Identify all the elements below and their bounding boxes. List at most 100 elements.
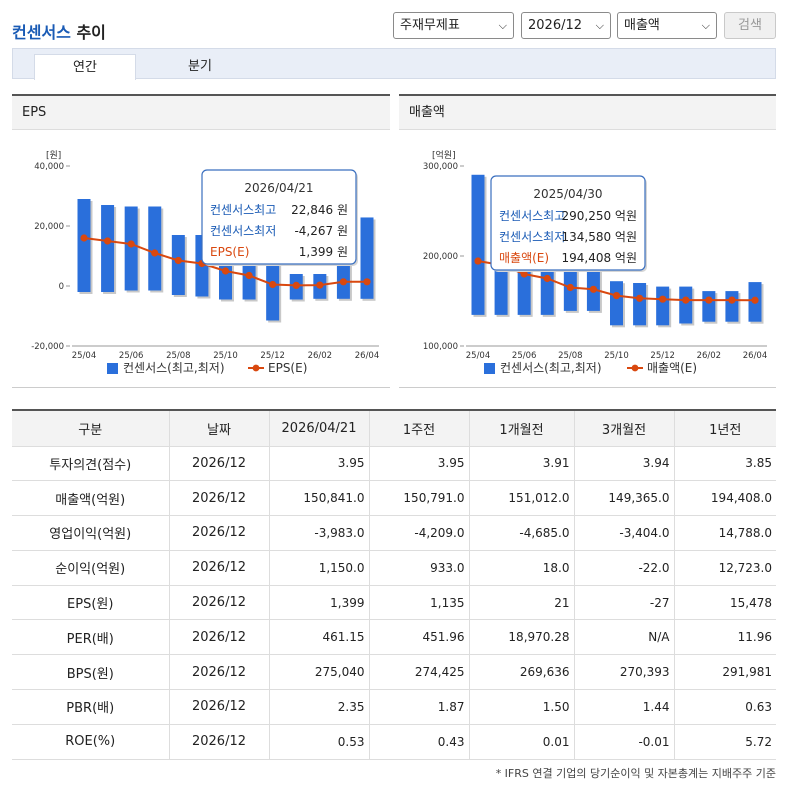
- consensus-range-bar: [702, 291, 716, 322]
- y-axis-unit: [억원]: [432, 149, 456, 161]
- consensus-table: 구분 날짜 2026/04/21 1주전 1개월전 3개월전 1년전 투자의견(점수) 202…: [12, 409, 776, 760]
- consensus-range-bar: [610, 281, 623, 326]
- table-row: 투자의견(점수) 2026/12 3.95 3.95 3.91 3.94 3.85: [12, 445, 776, 482]
- table-cell: 270,393: [573, 654, 675, 691]
- table-body: 투자의견(점수) 2026/12 3.95 3.95 3.91 3.94 3.85 매출액(억…: [12, 445, 776, 760]
- row-label: 투자의견(점수): [12, 445, 170, 482]
- chevron-down-icon: ⌵: [701, 19, 710, 32]
- sales-chart-panel: 매출액 [억원] 300,000 200,000 100,000 25/04 25/06 2…: [399, 94, 776, 388]
- consensus-range-bar: [679, 286, 693, 324]
- estimate-point: [103, 237, 112, 245]
- row-date: 2026/12: [168, 549, 270, 586]
- table-cell: 1,150.0: [268, 549, 370, 586]
- table-cell: 3.85: [673, 445, 776, 482]
- tab-quarterly[interactable]: 분기: [188, 59, 212, 74]
- table-cell: 291,981: [673, 654, 776, 691]
- table-cell: 150,841.0: [268, 480, 370, 517]
- table-cell: 11.96: [673, 619, 776, 656]
- sales-chart: [억원]300,000 200,000 100,000 25/04 25/06 25/08…: [423, 149, 767, 375]
- table-cell: 1,399: [268, 584, 370, 621]
- eps-chart: [원]40,000 20,000 0 -20,000 25/04 25/06 25/08 25…: [31, 150, 380, 375]
- tooltip-value: 194,408 억원: [561, 251, 637, 265]
- table-cell: 5.72: [673, 723, 776, 760]
- tooltip-label: 매출액(E): [499, 251, 549, 265]
- row-date: 2026/12: [168, 480, 270, 517]
- x-tick-label: 26/04: [355, 351, 380, 361]
- table-cell: -27: [573, 584, 675, 621]
- y-tick-label: 100,000: [423, 342, 458, 352]
- consensus-range-bar: [124, 206, 138, 291]
- consensus-range-bar: [266, 259, 280, 321]
- chevron-down-icon: ⌵: [498, 19, 507, 32]
- consensus-range-bar: [171, 235, 185, 295]
- table-cell: 15,478: [673, 584, 776, 621]
- table-cell: 149,365.0: [573, 480, 675, 517]
- table-cell: 14,788.0: [673, 515, 776, 551]
- estimate-point: [682, 296, 690, 304]
- estimate-point: [474, 257, 482, 265]
- legend-item: 컨센서스(최고,최저): [500, 361, 602, 375]
- table-cell: -0.01: [573, 723, 675, 760]
- table-row: PER(배) 2026/12 461.15 451.96 18,970.28 N/A 11.…: [12, 619, 776, 656]
- y-tick-label: 300,000: [423, 162, 458, 172]
- sales-panel-title: 매출액: [399, 96, 776, 130]
- tooltip-label: 컨센서스최저: [499, 230, 565, 244]
- estimate-point: [751, 296, 759, 304]
- table-cell: 933.0: [368, 549, 470, 586]
- table-cell: -4,209.0: [368, 515, 470, 551]
- estimate-point: [316, 281, 324, 289]
- tooltip-value: 290,250 억원: [561, 209, 637, 223]
- item-select[interactable]: 매출액 ⌵: [617, 12, 717, 39]
- legend-point-swatch: [631, 364, 639, 372]
- row-label: PER(배): [12, 619, 170, 656]
- table-cell: 275,040: [268, 654, 370, 691]
- table-cell: 3.95: [268, 445, 370, 482]
- tooltip-value: 22,846 원: [291, 203, 348, 217]
- estimate-point: [127, 240, 135, 248]
- legend-bar-swatch: [484, 363, 495, 374]
- tooltip-date: 2026/04/21: [244, 181, 313, 195]
- estimate-point: [80, 234, 88, 242]
- row-label: 영업이익(억원): [12, 515, 170, 551]
- x-tick-label: 25/04: [466, 351, 491, 361]
- x-tick-label: 25/06: [119, 351, 144, 361]
- tooltip-label: 컨센서스최고: [499, 209, 565, 223]
- y-tick-label: 200,000: [423, 252, 458, 262]
- row-date: 2026/12: [168, 723, 270, 760]
- estimate-point: [705, 296, 713, 304]
- table-cell: 18,970.28: [468, 619, 575, 656]
- column-header: 1년전: [673, 409, 776, 447]
- estimate-point: [151, 249, 159, 257]
- y-tick-label: 0: [59, 282, 64, 292]
- row-label: 순이익(억원): [12, 549, 170, 586]
- row-date: 2026/12: [168, 654, 270, 691]
- tab-annual[interactable]: 연간: [34, 54, 136, 80]
- eps-panel-title: EPS: [12, 96, 390, 130]
- column-header: 1주전: [368, 409, 470, 447]
- table-cell: 3.95: [368, 445, 470, 482]
- eps-chart-panel: EPS [원] 40,000 20,000 0 -20,000 25/04 25/06 25/…: [12, 94, 390, 388]
- table-header-row: 구분 날짜 2026/04/21 1주전 1개월전 3개월전 1년전: [12, 409, 776, 447]
- tooltip-label: 컨센서스최저: [210, 224, 276, 238]
- estimate-point: [174, 256, 182, 265]
- x-tick-label: 26/02: [697, 351, 722, 361]
- report-type-select[interactable]: 주재무제표 ⌵: [393, 12, 514, 39]
- estimate-point: [612, 292, 621, 300]
- period-tabs: 연간 분기: [12, 48, 776, 80]
- table-row: 영업이익(억원) 2026/12 -3,983.0 -4,209.0 -4,685.0-…: [12, 515, 776, 551]
- tooltip-label: 컨센서스최고: [210, 203, 276, 217]
- table-cell: 194,408.0: [673, 480, 776, 517]
- consensus-range-bar: [77, 199, 91, 292]
- table-cell: 1.50: [468, 689, 575, 725]
- chevron-down-icon: ⌵: [595, 19, 604, 32]
- estimate-point: [245, 271, 253, 280]
- search-button[interactable]: 검색: [724, 12, 776, 39]
- consensus-range-bar: [148, 206, 162, 291]
- column-header: 구분: [12, 409, 170, 447]
- table-row: 매출액(억원) 2026/12 150,841.0 150,791.0 151,012.…: [12, 480, 776, 517]
- period-select[interactable]: 2026/12 ⌵: [521, 12, 611, 39]
- estimate-point: [566, 283, 574, 292]
- estimate-point: [635, 294, 644, 302]
- column-header: 1개월전: [468, 409, 575, 447]
- row-date: 2026/12: [168, 515, 270, 551]
